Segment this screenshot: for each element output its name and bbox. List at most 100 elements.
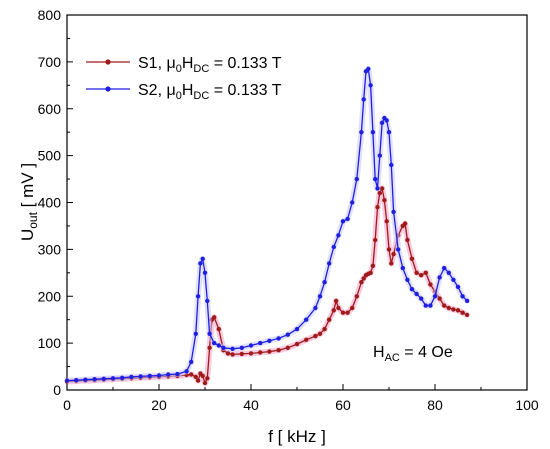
annotation-rest: = 4 Oe xyxy=(400,344,453,361)
series-2-point xyxy=(451,277,456,282)
series-1-point xyxy=(294,341,300,347)
series-2-point xyxy=(207,331,212,336)
series-2-point xyxy=(409,287,415,292)
series-1-point xyxy=(345,310,350,315)
series-2-point xyxy=(437,275,442,280)
series-1-point xyxy=(414,270,419,275)
legend-subscript: DC xyxy=(193,90,209,102)
series-1-point xyxy=(405,237,410,243)
series-2-point xyxy=(313,305,318,311)
series-2-point xyxy=(230,346,235,351)
series-2-point xyxy=(221,345,226,350)
legend-subscript: 0 xyxy=(176,63,182,75)
series-2-point xyxy=(258,340,263,346)
series-2-point xyxy=(175,371,180,377)
legend-text: S1, μ xyxy=(138,55,176,72)
series-2-point xyxy=(428,303,433,308)
series-1-point xyxy=(212,315,217,320)
series-2-point xyxy=(166,372,171,377)
series-2-point xyxy=(354,176,359,182)
series-1-point xyxy=(200,373,205,379)
series-1-point xyxy=(189,372,194,377)
series-2-point xyxy=(465,298,470,304)
y-tick-label: 100 xyxy=(38,335,62,351)
series-2-point xyxy=(304,317,309,322)
series-layer xyxy=(64,65,470,386)
series-1-point xyxy=(419,273,424,278)
x-tick-label: 0 xyxy=(63,397,71,413)
series-1-point xyxy=(460,310,465,315)
series-2-point xyxy=(92,377,97,382)
x-tick-label: 40 xyxy=(243,397,259,413)
series-2-point xyxy=(193,331,198,336)
legend-text: = 0.133 T xyxy=(209,55,281,72)
series-2-point xyxy=(386,130,392,135)
annotation-sub: AC xyxy=(385,352,400,364)
series-1-point xyxy=(402,221,408,226)
series-2-point xyxy=(400,265,405,271)
y-tick-label: 200 xyxy=(38,288,62,304)
series-2-point xyxy=(147,373,152,379)
series-2-point xyxy=(267,338,272,343)
series-2-point xyxy=(419,296,424,301)
series-2-point xyxy=(340,219,346,224)
series-2-point xyxy=(455,284,461,290)
series-1-point xyxy=(379,186,385,191)
x-tick-label: 20 xyxy=(151,397,167,413)
series-2-point xyxy=(83,377,88,382)
series-2-point xyxy=(442,265,447,271)
series-2-point xyxy=(216,343,221,348)
y-axis-label-base: U xyxy=(18,229,37,241)
series-1-point xyxy=(382,198,387,203)
series-2-point xyxy=(202,270,208,275)
series-1-point xyxy=(389,261,394,266)
series-2-point xyxy=(331,244,336,250)
series-1-point xyxy=(304,337,309,342)
series-1-point xyxy=(377,190,382,196)
series-1-point xyxy=(455,308,461,313)
legend-marker-1 xyxy=(105,59,111,65)
series-2-point xyxy=(101,376,107,381)
series-2-point xyxy=(460,294,465,299)
series-2-point xyxy=(432,294,438,299)
y-tick-label: 0 xyxy=(53,382,61,398)
series-2-point xyxy=(405,277,410,282)
series-2-point xyxy=(120,375,125,380)
series-2-point xyxy=(184,369,189,374)
series-1-point xyxy=(354,294,359,299)
y-tick-label: 500 xyxy=(38,148,62,164)
series-1-point xyxy=(336,305,341,311)
series-1-point xyxy=(202,380,208,386)
series-2-point xyxy=(200,256,205,261)
series-1-point xyxy=(258,350,263,355)
annotation-hac: HAC = 4 Oe xyxy=(373,344,453,364)
series-2 xyxy=(64,65,470,384)
series-2-point xyxy=(414,291,419,297)
series-1-point xyxy=(216,326,221,332)
plot-area xyxy=(66,14,528,391)
y-tick-label: 400 xyxy=(38,195,62,211)
series-1-point xyxy=(370,263,376,268)
series-1-point xyxy=(350,305,355,311)
series-2-point xyxy=(345,216,350,222)
series-2-point xyxy=(156,373,162,378)
legend-text: H xyxy=(182,55,194,72)
series-2-point xyxy=(370,130,376,135)
y-tick-label: 600 xyxy=(38,101,62,117)
series-1-point xyxy=(361,276,366,281)
series-2-point xyxy=(294,326,300,332)
series-2-point xyxy=(129,374,134,380)
series-1-point xyxy=(386,247,392,252)
axes: 0 20 40 60 80 100 0 100 200 300 400 500 600 700 800 xyxy=(38,7,539,413)
series-2-point xyxy=(389,162,394,168)
series-2-point xyxy=(396,247,401,252)
series-2-point xyxy=(212,340,217,346)
series-1-point xyxy=(248,351,254,356)
series-1-point xyxy=(465,312,470,318)
series-1-point xyxy=(446,305,451,311)
y-tick-label: 300 xyxy=(38,241,62,257)
series-1-point xyxy=(428,282,433,287)
series-2-point xyxy=(377,153,382,158)
series-1-point xyxy=(437,296,442,301)
